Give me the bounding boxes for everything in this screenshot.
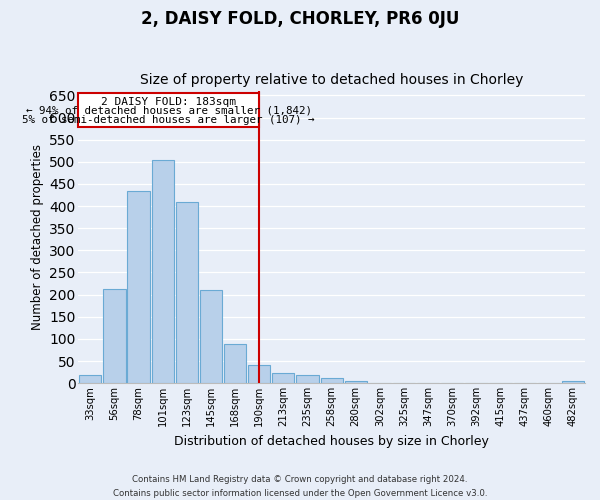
Text: Contains HM Land Registry data © Crown copyright and database right 2024.
Contai: Contains HM Land Registry data © Crown c… (113, 476, 487, 498)
Text: 5% of semi-detached houses are larger (107) →: 5% of semi-detached houses are larger (1… (22, 114, 315, 124)
X-axis label: Distribution of detached houses by size in Chorley: Distribution of detached houses by size … (174, 434, 489, 448)
Text: ← 94% of detached houses are smaller (1,842): ← 94% of detached houses are smaller (1,… (26, 106, 312, 116)
Bar (344, 381, 367, 383)
Bar (272, 373, 295, 383)
Bar (127, 190, 149, 383)
Bar (152, 160, 174, 383)
Bar (296, 375, 319, 383)
Title: Size of property relative to detached houses in Chorley: Size of property relative to detached ho… (140, 73, 523, 87)
Bar (562, 382, 584, 383)
Bar (248, 366, 271, 383)
Bar (224, 344, 246, 383)
Text: 2 DAISY FOLD: 183sqm: 2 DAISY FOLD: 183sqm (101, 96, 236, 106)
Y-axis label: Number of detached properties: Number of detached properties (31, 144, 44, 330)
Bar (320, 378, 343, 383)
Bar (79, 375, 101, 383)
Text: 2, DAISY FOLD, CHORLEY, PR6 0JU: 2, DAISY FOLD, CHORLEY, PR6 0JU (141, 10, 459, 28)
Bar (103, 290, 125, 383)
Bar (200, 290, 222, 383)
Bar (176, 202, 198, 383)
FancyBboxPatch shape (78, 93, 259, 127)
